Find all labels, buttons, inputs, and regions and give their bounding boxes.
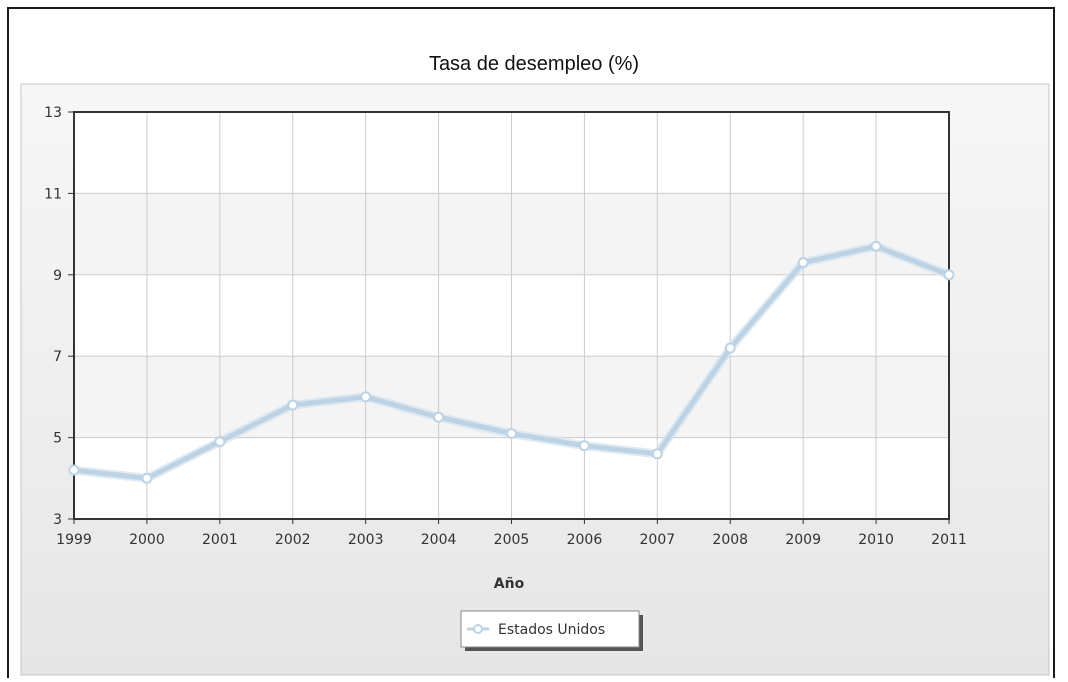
- x-tick-label: 2002: [275, 532, 311, 548]
- x-tick-label: 2007: [640, 532, 676, 548]
- x-tick-label: 2009: [785, 532, 821, 548]
- legend-label: Estados Unidos: [498, 622, 605, 638]
- x-tick-label: 1999: [56, 532, 92, 548]
- x-axis-ticks: 1999 2000 2001 2002 2003 2004 2005 2006 2007 2008…: [56, 519, 967, 548]
- data-point: [797, 257, 809, 269]
- chart-frame: Tasa de desempleo (%) 3 5 7 9 11 13 1999 2000 2…: [7, 7, 1055, 678]
- data-point: [68, 464, 80, 476]
- data-point: [433, 411, 445, 423]
- data-point: [870, 240, 882, 252]
- x-tick-label: 2004: [421, 532, 457, 548]
- x-tick-label: 2001: [202, 532, 238, 548]
- y-tick-label: 7: [53, 349, 62, 365]
- x-axis-label: Año: [494, 576, 525, 592]
- y-tick-label: 5: [53, 431, 62, 447]
- data-point: [287, 399, 299, 411]
- data-point: [724, 342, 736, 354]
- data-point: [506, 428, 517, 440]
- series-layer: [68, 240, 955, 484]
- x-tick-label: 2005: [494, 532, 530, 548]
- legend[interactable]: Estados Unidos: [460, 610, 643, 651]
- data-point: [214, 436, 226, 448]
- data-point: [943, 269, 955, 281]
- data-point: [651, 448, 663, 460]
- x-tick-label: 2010: [858, 532, 894, 548]
- x-tick-label: 2008: [712, 532, 748, 548]
- y-tick-label: 3: [53, 512, 62, 528]
- chart-canvas: Tasa de desempleo (%) 3 5 7 9 11 13 1999 2000 2…: [20, 53, 1050, 676]
- x-tick-label: 2011: [931, 532, 967, 548]
- x-tick-label: 2003: [348, 532, 384, 548]
- legend-box: [460, 610, 640, 648]
- x-tick-label: 2006: [567, 532, 603, 548]
- data-point: [360, 391, 372, 403]
- x-tick-label: 2000: [129, 532, 165, 548]
- data-point: [141, 472, 153, 484]
- data-point: [578, 440, 590, 452]
- y-tick-label: 11: [44, 186, 62, 202]
- y-axis-ticks: 3 5 7 9 11 13: [44, 105, 74, 528]
- legend-marker-icon: [473, 624, 483, 634]
- y-tick-label: 9: [53, 268, 62, 284]
- y-tick-label: 13: [44, 105, 62, 121]
- chart-title: Tasa de desempleo (%): [429, 53, 639, 75]
